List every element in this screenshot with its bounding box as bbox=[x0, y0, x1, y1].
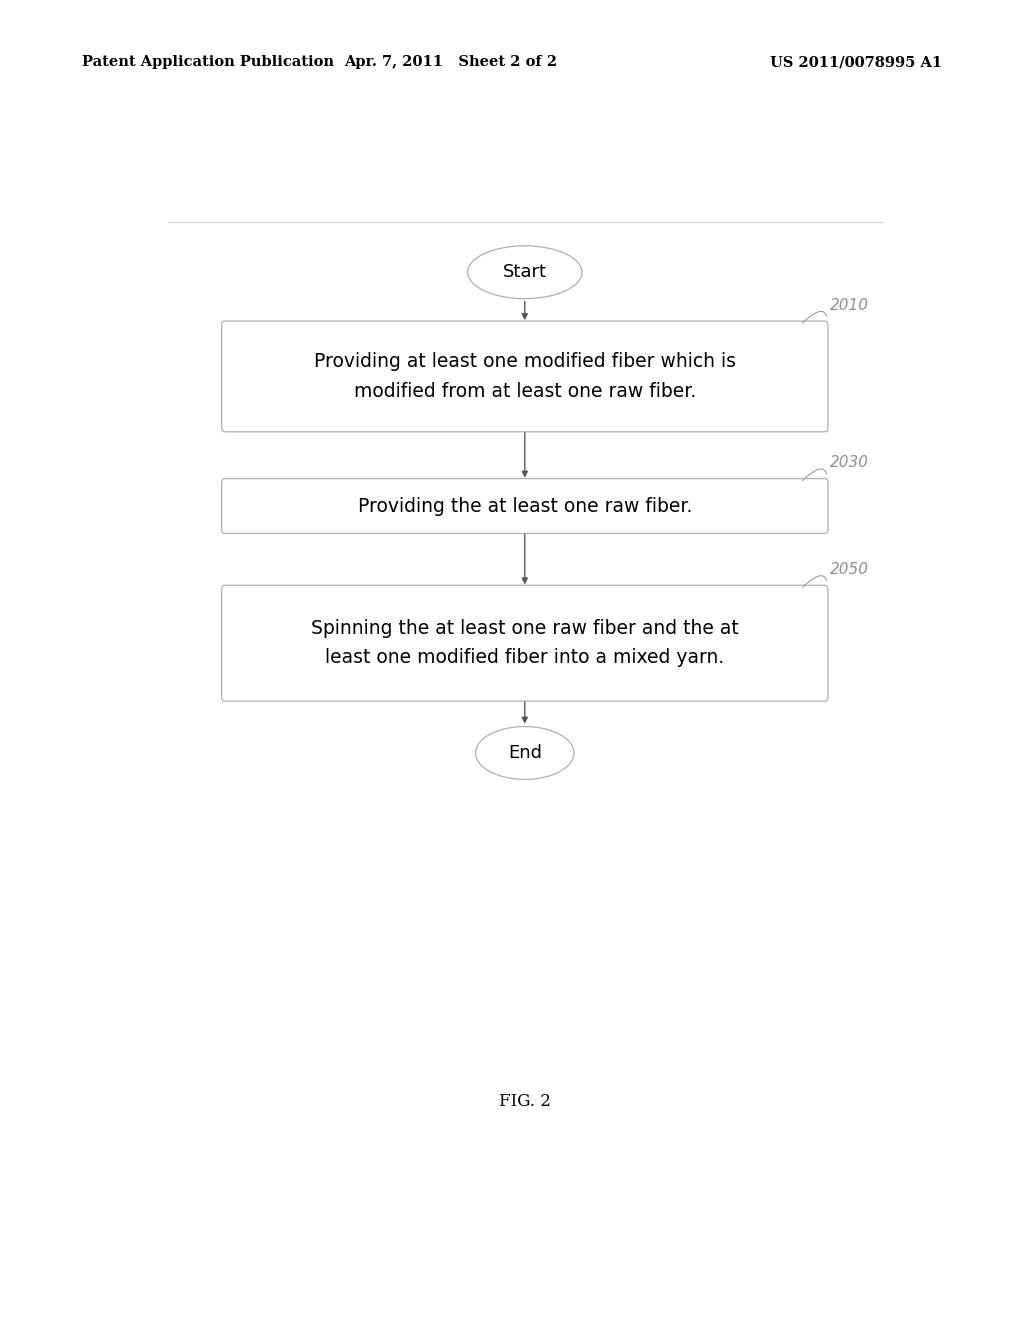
Text: US 2011/0078995 A1: US 2011/0078995 A1 bbox=[770, 55, 942, 70]
Text: Providing the at least one raw fiber.: Providing the at least one raw fiber. bbox=[357, 496, 692, 516]
Text: Apr. 7, 2011   Sheet 2 of 2: Apr. 7, 2011 Sheet 2 of 2 bbox=[344, 55, 557, 70]
FancyBboxPatch shape bbox=[221, 585, 828, 701]
Text: 2030: 2030 bbox=[830, 455, 869, 470]
Text: FIG. 2: FIG. 2 bbox=[499, 1093, 551, 1110]
Text: 2010: 2010 bbox=[830, 298, 869, 313]
FancyBboxPatch shape bbox=[221, 479, 828, 533]
Text: Spinning the at least one raw fiber and the at
least one modified fiber into a m: Spinning the at least one raw fiber and … bbox=[311, 619, 738, 668]
Ellipse shape bbox=[475, 726, 574, 779]
Text: Patent Application Publication: Patent Application Publication bbox=[82, 55, 334, 70]
Ellipse shape bbox=[468, 246, 582, 298]
Text: Start: Start bbox=[503, 263, 547, 281]
Text: End: End bbox=[508, 744, 542, 762]
Text: 2050: 2050 bbox=[830, 562, 869, 577]
FancyBboxPatch shape bbox=[221, 321, 828, 432]
Text: Providing at least one modified fiber which is
modified from at least one raw fi: Providing at least one modified fiber wh… bbox=[313, 352, 736, 401]
